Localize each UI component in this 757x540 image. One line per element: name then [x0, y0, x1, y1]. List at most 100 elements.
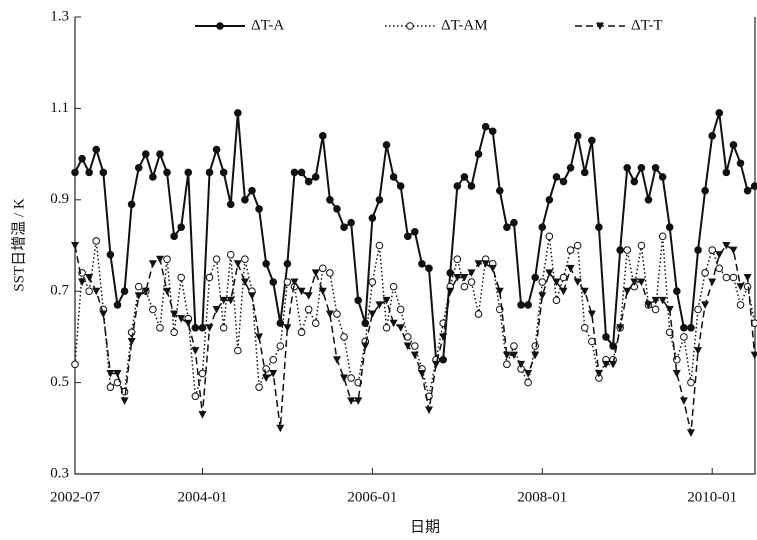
marker — [531, 342, 540, 350]
marker — [205, 324, 214, 332]
marker — [623, 287, 632, 296]
marker — [71, 242, 79, 250]
marker — [573, 278, 582, 287]
marker — [474, 150, 483, 158]
marker — [708, 246, 717, 254]
marker — [722, 273, 731, 282]
marker — [255, 333, 264, 341]
marker — [517, 301, 525, 309]
marker — [694, 305, 702, 314]
marker — [680, 323, 688, 332]
marker — [623, 246, 632, 254]
marker — [148, 260, 157, 268]
marker — [531, 273, 540, 282]
marker — [687, 323, 695, 332]
marker — [191, 392, 200, 401]
marker — [177, 223, 185, 232]
marker — [141, 287, 150, 296]
marker — [170, 232, 178, 241]
marker — [729, 246, 738, 255]
marker — [120, 397, 129, 405]
marker — [736, 301, 745, 309]
marker — [403, 232, 412, 241]
marker — [99, 168, 108, 177]
marker — [596, 22, 604, 30]
marker — [503, 223, 511, 232]
marker — [113, 301, 122, 309]
marker — [156, 323, 164, 332]
marker — [354, 397, 363, 405]
marker — [545, 232, 554, 241]
marker — [269, 355, 278, 364]
marker — [234, 109, 242, 117]
marker — [680, 333, 688, 341]
marker — [616, 246, 624, 254]
marker — [460, 282, 469, 291]
marker — [142, 150, 150, 158]
marker — [524, 378, 532, 387]
marker — [665, 328, 674, 337]
marker — [234, 346, 242, 355]
marker — [382, 323, 391, 332]
marker — [134, 292, 143, 300]
marker — [290, 168, 299, 177]
marker — [92, 237, 101, 245]
marker — [219, 296, 228, 305]
marker — [559, 273, 568, 282]
marker — [453, 182, 462, 190]
marker — [134, 282, 143, 291]
marker — [241, 196, 249, 204]
marker — [255, 205, 263, 213]
marker — [248, 292, 256, 300]
marker — [375, 241, 384, 250]
marker — [750, 182, 757, 190]
marker — [673, 287, 681, 296]
marker — [623, 164, 632, 172]
marker — [729, 273, 738, 282]
marker — [552, 296, 561, 305]
marker — [580, 168, 589, 177]
marker — [503, 360, 511, 369]
marker — [481, 122, 490, 131]
marker — [304, 177, 313, 186]
legend-label: ΔT-T — [631, 17, 663, 33]
marker — [425, 264, 433, 273]
marker — [304, 305, 313, 314]
marker — [290, 278, 299, 287]
marker — [368, 310, 377, 319]
marker — [595, 223, 603, 232]
marker — [78, 154, 86, 163]
marker — [687, 378, 695, 387]
marker — [311, 319, 320, 327]
marker — [269, 369, 278, 378]
marker — [743, 186, 752, 195]
marker — [347, 374, 355, 382]
marker — [481, 260, 490, 268]
marker — [722, 242, 731, 250]
marker — [425, 406, 433, 415]
marker — [297, 168, 306, 177]
x-tick-label: 2010-01 — [687, 489, 737, 505]
marker — [510, 218, 518, 227]
marker — [686, 429, 695, 437]
marker — [406, 22, 414, 30]
marker — [644, 196, 653, 204]
marker — [106, 250, 115, 259]
series — [71, 232, 757, 401]
marker — [216, 22, 224, 30]
marker — [332, 356, 341, 364]
marker — [396, 182, 405, 190]
marker — [524, 369, 533, 378]
marker — [708, 278, 717, 287]
marker — [205, 168, 214, 177]
marker — [219, 168, 228, 177]
marker — [552, 173, 561, 181]
marker — [198, 369, 207, 378]
marker — [418, 259, 426, 268]
marker — [184, 319, 193, 328]
marker — [701, 186, 709, 195]
marker — [163, 287, 172, 296]
marker — [255, 383, 263, 391]
marker — [212, 305, 221, 314]
marker — [488, 264, 497, 273]
